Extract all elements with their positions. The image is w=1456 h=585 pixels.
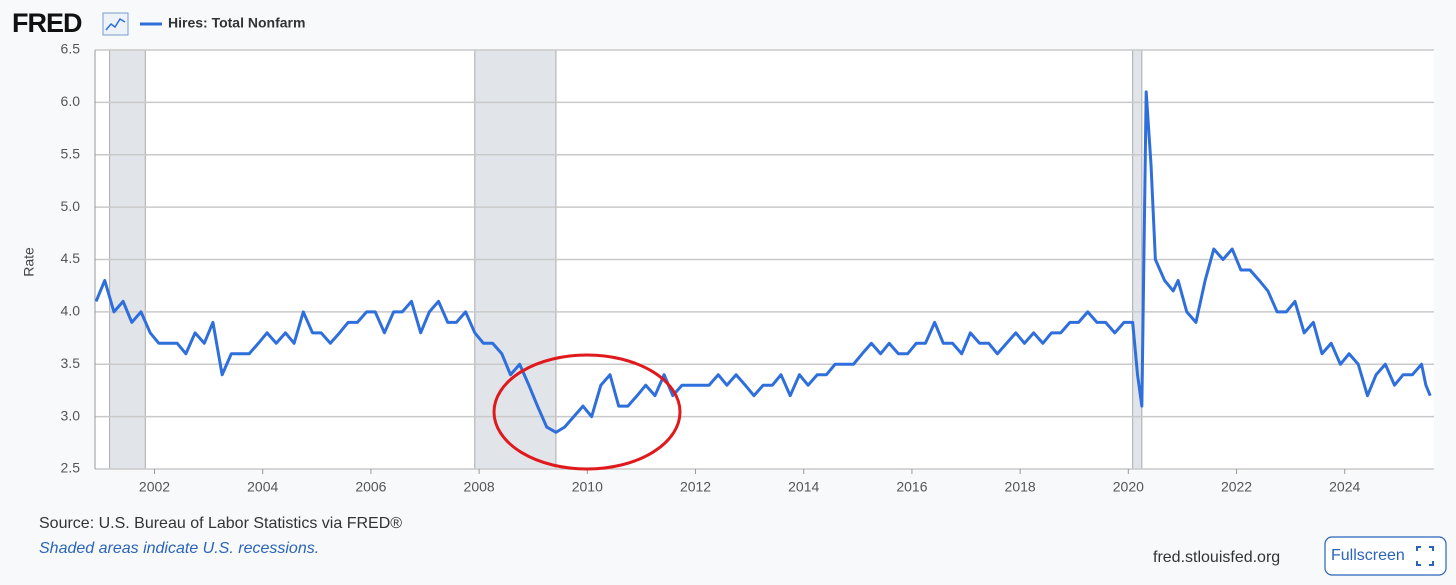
x-tick-label: 2022 xyxy=(1221,479,1252,495)
x-tick-label: 2020 xyxy=(1113,479,1144,495)
legend-label: Hires: Total Nonfarm xyxy=(168,15,305,31)
y-tick-label: 3.0 xyxy=(61,407,81,423)
x-tick-label: 2016 xyxy=(896,479,927,495)
y-tick-label: 4.5 xyxy=(61,250,81,266)
x-tick-label: 2024 xyxy=(1329,479,1360,495)
brand-icon xyxy=(102,12,129,36)
y-tick-label: 4.0 xyxy=(61,303,81,319)
x-tick-label: 2008 xyxy=(464,479,495,495)
y-tick-label: 2.5 xyxy=(61,460,81,476)
x-tick-label: 2012 xyxy=(680,479,711,495)
fullscreen-button[interactable]: Fullscreen xyxy=(1324,536,1447,576)
fullscreen-label[interactable]: Fullscreen xyxy=(1331,547,1405,564)
y-tick-label: 6.5 xyxy=(61,41,81,57)
x-tick-label: 2004 xyxy=(247,479,278,495)
x-tick-label: 2006 xyxy=(355,479,386,495)
y-tick-label: 5.0 xyxy=(61,198,81,214)
x-tick-label: 2018 xyxy=(1005,479,1036,495)
brand-logo: FRED xyxy=(12,8,82,38)
x-tick-label: 2010 xyxy=(572,479,603,495)
y-tick-label: 5.5 xyxy=(61,145,81,161)
source-text: Source: U.S. Bureau of Labor Statistics … xyxy=(39,515,402,532)
site-text: fred.stlouisfed.org xyxy=(1153,549,1280,566)
annotation-circle xyxy=(492,353,682,471)
y-tick-label: 3.5 xyxy=(61,355,81,371)
series-line xyxy=(94,90,1432,434)
y-tick-label: 6.0 xyxy=(61,93,81,109)
x-tick-label: 2014 xyxy=(788,479,819,495)
y-axis-label: Rate xyxy=(21,247,37,277)
x-tick-label: 2002 xyxy=(139,479,170,495)
note-text: Shaded areas indicate U.S. recessions. xyxy=(39,540,319,557)
